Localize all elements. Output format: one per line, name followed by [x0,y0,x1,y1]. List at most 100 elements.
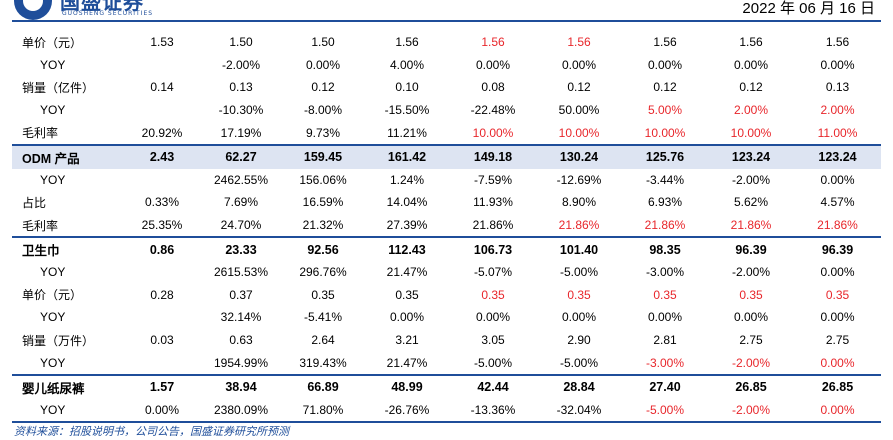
row-label: YOY [40,57,66,72]
logo-subtext: GUOSHENG SECURITIES [62,10,154,17]
table-row: 卫生巾 0.86 23.33 92.56 112.43 106.73 101.40 98.35… [12,237,881,261]
table-cell: 0.00% [647,310,683,325]
table-cell: 0.33% [144,195,180,210]
table-cell: 16.59% [302,195,344,210]
table-cell: -2.00% [731,172,771,187]
table-cell: 21.86% [536,213,622,239]
table-cell: 5.62% [733,195,769,210]
table-cell: 123.24 [708,144,794,169]
table-cell: 26.85 [735,380,767,395]
row-label: YOY [40,402,66,417]
header-divider [12,20,881,22]
table-cell [124,169,200,192]
table-cell: 0.35 [825,287,850,302]
table-cell: 21.47% [364,351,450,376]
table-row: 婴儿纸尿裤 1.57 38.94 66.89 48.99 42.44 28.84 27.40 2… [12,375,881,399]
table-cell: 156.06% [299,172,347,187]
table-cell: 3.21 [395,333,419,348]
table-cell: 62.27 [200,144,282,169]
table-cell: -7.59% [473,172,513,187]
table-cell: 0.03 [150,333,174,348]
table-cell: -5.00% [450,351,536,376]
source-note: 资料来源：招股说明书，公司公告，国盛证券研究所预测 [14,425,289,438]
table-cell [124,306,200,329]
table-cell: 0.00% [820,172,855,187]
table-row: YOY 0.00% 2380.09% 71.80% -26.76% -13.36% -32.… [12,399,881,422]
table-cell [124,54,200,77]
table-cell: 0.00% [561,57,597,72]
table-cell: 38.94 [225,380,257,395]
table-cell: -26.76% [384,402,430,417]
table-cell: 6.93% [647,195,683,210]
table-cell: 1.53 [150,35,174,50]
table-cell: 0.13 [825,80,850,95]
table-cell: 0.00% [820,310,855,325]
table-cell: 1.50 [311,35,335,50]
table-cell: 0.00% [475,57,511,72]
table-cell: 25.35% [124,213,200,239]
table-cell: 0.14 [150,80,174,95]
table-cell: 159.45 [282,144,364,169]
table-cell: 2615.53% [213,265,269,280]
table-cell [124,351,200,376]
table-cell: 0.00% [794,351,881,376]
table-row: 单价（元） 0.28 0.37 0.35 0.35 0.35 0.35 0.35 0.35 0.3… [12,284,881,307]
table-cell: 8.90% [561,195,597,210]
forecast-table: 单价（元） 1.53 1.50 1.50 1.56 1.56 1.56 1.56 1.56 1.5… [12,31,881,421]
table-cell: 0.00% [733,310,769,325]
table-cell: 11.00% [794,121,881,146]
table-row: 毛利率 25.35% 24.70% 21.32% 27.39% 21.86% 21.86% 2… [12,213,881,239]
table-cell: -5.07% [473,265,513,280]
table-row: YOY 2462.55% 156.06% 1.24% -7.59% -12.69% -3.4… [12,169,881,192]
table-cell: 1.56 [481,35,505,50]
table-row: YOY 32.14% -5.41% 0.00% 0.00% 0.00% 0.00% 0.00%… [12,306,881,329]
table-cell: 319.43% [282,351,364,376]
table-cell: 1.56 [395,35,419,50]
logo-text: 国盛证券 [60,0,144,14]
table-cell: 123.24 [794,144,881,169]
row-label: 销量（亿件） [22,80,95,95]
table-cell: 0.00% [389,310,425,325]
table-cell: -5.41% [303,310,343,325]
table-cell: 1.56 [567,35,591,50]
table-cell: 0.35 [567,287,591,302]
table-row: YOY 1954.99% 319.43% 21.47% -5.00% -5.00% -3.0… [12,351,881,376]
table-cell: -12.69% [556,172,602,187]
table-cell: 21.86% [450,213,536,239]
table-cell: -15.50% [384,103,430,118]
table-cell: 0.00% [820,265,855,280]
table-cell: -8.00% [303,103,343,118]
table-cell: 1.56 [825,35,850,50]
table-cell: 0.00% [305,57,341,72]
table-cell: -2.00% [731,265,771,280]
table-cell: -2.00% [731,402,771,417]
table-cell: 48.99 [391,380,423,395]
row-label: 占比 [22,195,47,210]
table-cell: 10.00% [708,121,794,146]
table-cell: 1.24% [389,172,425,187]
table-cell: 96.39 [735,242,767,257]
table-cell: 0.35 [311,287,335,302]
table-cell: 101.40 [559,242,599,257]
table-cell: -5.00% [536,351,622,376]
table-cell: 3.05 [481,333,505,348]
table-cell: 2.90 [567,333,591,348]
table-cell: 296.76% [299,265,347,280]
table-cell: 21.86% [622,213,708,239]
table-cell: 21.47% [386,265,428,280]
table-cell: 1.57 [149,380,175,395]
table-row: 销量（万件） 0.03 0.63 2.64 3.21 3.05 2.90 2.81 2.75 2.… [12,329,881,352]
table-cell: 10.00% [450,121,536,146]
table-cell: 71.80% [302,402,344,417]
table-cell: 92.56 [307,242,339,257]
table-cell: 0.10 [395,80,419,95]
table-cell: 0.63 [229,333,253,348]
table-cell: -22.48% [470,103,516,118]
table-cell: 11.21% [364,121,450,146]
table-cell: 0.08 [481,80,505,95]
table-cell: 0.12 [653,80,677,95]
row-label: YOY [40,310,66,325]
table-cell: 42.44 [477,380,509,395]
table-cell: 21.86% [708,213,794,239]
table-cell: 125.76 [622,144,708,169]
